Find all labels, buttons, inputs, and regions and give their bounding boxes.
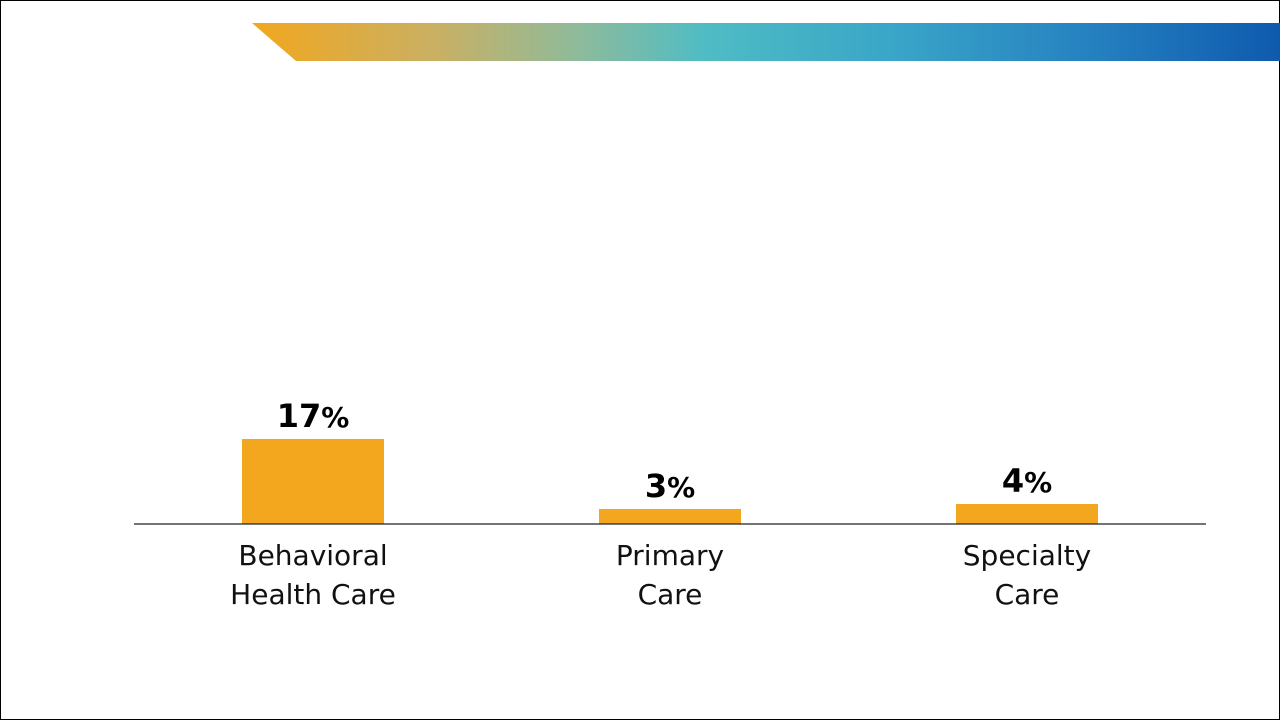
value-label-primary-care: 3%	[645, 467, 695, 505]
bar-specialty-care	[956, 504, 1098, 524]
category-label-line: Care	[638, 578, 703, 611]
category-label-primary-care: Primary Care	[616, 539, 724, 611]
value-label-behavioral-health-care: 17%	[277, 397, 350, 435]
value-label-specialty-care: 4%	[1002, 462, 1052, 500]
category-label-line: Specialty	[963, 539, 1091, 572]
bar-primary-care	[599, 509, 741, 524]
header-gradient-banner	[252, 23, 1280, 61]
category-label-line: Primary	[616, 539, 724, 572]
value-unit: %	[667, 471, 695, 504]
value-number: 17	[277, 397, 322, 435]
value-unit: %	[321, 401, 349, 434]
value-number: 3	[645, 467, 667, 505]
bars-layer	[242, 439, 1098, 524]
category-label-specialty-care: Specialty Care	[963, 539, 1091, 611]
value-number: 4	[1002, 462, 1024, 500]
value-unit: %	[1024, 466, 1052, 499]
category-label-behavioral-health-care: Behavioral Health Care	[230, 539, 396, 611]
category-label-line: Health Care	[230, 578, 396, 611]
labels-layer: 17% Behavioral Health Care 3% Primary Care 4% S…	[230, 397, 1091, 611]
bar-behavioral-health-care	[242, 439, 384, 524]
category-label-line: Care	[995, 578, 1060, 611]
category-label-line: Behavioral	[238, 539, 387, 572]
